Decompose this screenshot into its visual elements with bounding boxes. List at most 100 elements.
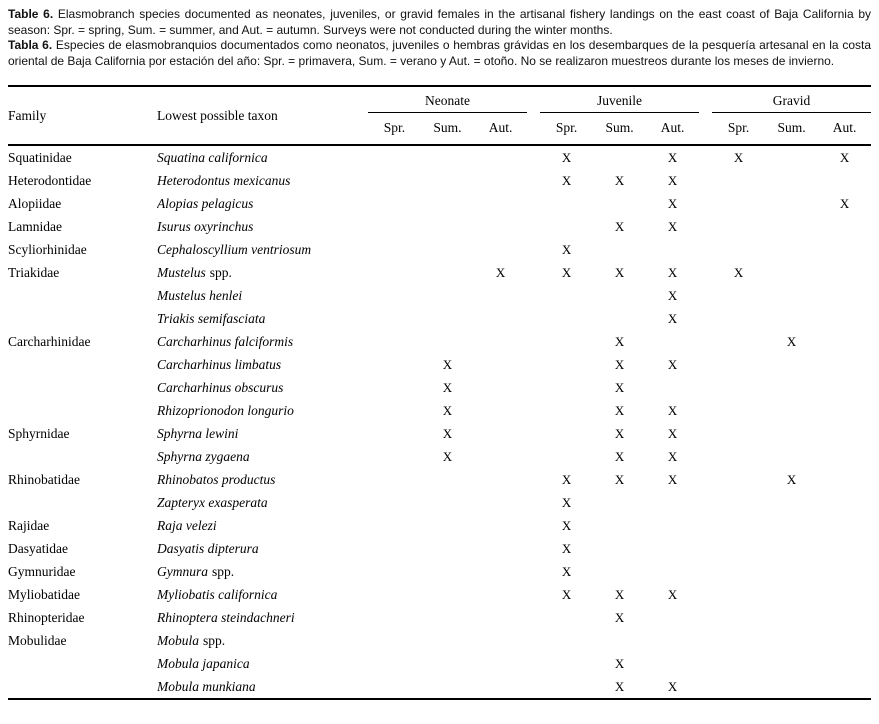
taxon-cell: Sphyrna lewini [157,422,368,445]
mark-cell-gravid-spring [712,537,765,560]
mark-cell-neonate-autumn [474,376,527,399]
taxon-cell: Carcharhinus obscurus [157,376,368,399]
mark-cell-juvenile-autumn: X [667,149,678,165]
group-gap [527,215,540,238]
group-gap [699,215,712,238]
taxon-cell: Carcharhinus limbatus [157,353,368,376]
mark-cell-neonate-summer [421,284,474,307]
table-row: Gymnuridae Gymnura spp. X [8,560,871,583]
group-gap [699,307,712,330]
mark-cell-neonate-summer [421,261,474,284]
mark-cell-neonate-spring [368,215,421,238]
family-cell: Lamnidae [8,218,62,234]
mark-cell-gravid-summer: X [786,471,797,487]
caption-spanish-label: Tabla 6. [8,38,53,52]
mark-cell-neonate-autumn [474,399,527,422]
mark-cell-juvenile-autumn: X [667,172,678,188]
group-gap [699,606,712,629]
group-gap [527,86,540,145]
table-header: Family Lowest possible taxon Neonate Juv… [8,86,872,145]
mark-cell-juvenile-autumn: X [667,218,678,234]
mark-cell-gravid-summer [765,376,818,399]
mark-cell-neonate-spring [368,514,421,537]
mark-cell-gravid-summer [765,629,818,652]
family-cell: Sphyrnidae [8,425,70,441]
taxon-suffix: spp. [212,563,235,579]
mark-cell-gravid-summer: X [786,333,797,349]
group-gap [699,261,712,284]
mark-cell-juvenile-summer: X [614,448,625,464]
table-row: Mobulidae Mobula spp. [8,629,871,652]
taxon-cell: Gymnura spp. [157,560,368,583]
mark-cell-neonate-spring [368,583,421,606]
mark-cell-neonate-summer [421,514,474,537]
family-cell [8,376,157,399]
season-header-row: Spr. Sum. Aut. Spr. Sum. Aut. Spr. Sum. … [8,115,871,145]
mark-cell-juvenile-summer [593,192,646,215]
group-header-row: Family Lowest possible taxon Neonate Juv… [8,86,872,123]
mark-cell-juvenile-autumn [646,652,699,675]
mark-cell-gravid-spring [712,606,765,629]
mark-cell-juvenile-summer: X [614,172,625,188]
table-row: Triakis semifasciata X [8,307,871,330]
mark-cell-juvenile-spring [540,399,593,422]
taxon-cell: Zapteryx exasperata [157,491,368,514]
mark-cell-juvenile-spring: X [561,540,572,556]
group-header-neonate: Neonate [368,86,528,115]
mark-cell-neonate-autumn [474,652,527,675]
mark-cell-neonate-autumn [474,560,527,583]
group-gap [527,238,540,261]
family-cell: Myliobatidae [8,586,80,602]
group-gap [527,675,540,699]
mark-cell-gravid-summer [765,422,818,445]
mark-cell-juvenile-spring: X [561,172,572,188]
mark-cell-gravid-summer [765,307,818,330]
mark-cell-neonate-autumn [474,330,527,353]
mark-cell-juvenile-summer [593,629,646,652]
taxon-name: Zapteryx exasperata [157,494,268,510]
mark-cell-gravid-summer [765,238,818,261]
mark-cell-gravid-autumn [818,307,871,330]
mark-cell-gravid-autumn [818,560,871,583]
taxon-cell: Carcharhinus falciformis [157,330,368,353]
mark-cell-juvenile-autumn [646,537,699,560]
mark-cell-neonate-autumn [474,169,527,192]
mark-cell-neonate-spring [368,169,421,192]
family-cell: Carcharhinidae [8,333,91,349]
taxon-name: Gymnura [157,563,208,579]
mark-cell-neonate-spring [368,675,421,699]
mark-cell-gravid-autumn [818,422,871,445]
group-gap [699,284,712,307]
table-row: Squatinidae Squatina californica X X X X [8,145,871,169]
mark-cell-juvenile-spring [540,652,593,675]
mark-cell-neonate-autumn [474,606,527,629]
mark-cell-gravid-autumn [818,583,871,606]
mark-cell-gravid-autumn [818,514,871,537]
mark-cell-gravid-autumn [818,445,871,468]
family-cell: Dasyatidae [8,540,68,556]
mark-cell-gravid-summer [765,399,818,422]
group-gap [699,629,712,652]
mark-cell-juvenile-summer: X [614,402,625,418]
mark-cell-neonate-summer: X [442,402,453,418]
group-gap [527,399,540,422]
mark-cell-neonate-spring [368,284,421,307]
taxon-name: Carcharhinus limbatus [157,356,282,372]
mark-cell-juvenile-summer: X [614,586,625,602]
mark-cell-neonate-spring [368,606,421,629]
group-gap [699,445,712,468]
table-row: Scyliorhinidae Cephaloscyllium ventriosu… [8,238,871,261]
group-gap [527,468,540,491]
mark-cell-juvenile-spring [540,629,593,652]
mark-cell-gravid-spring [712,376,765,399]
mark-cell-juvenile-spring [540,353,593,376]
mark-cell-gravid-summer [765,353,818,376]
mark-cell-juvenile-spring [540,215,593,238]
mark-cell-juvenile-spring: X [561,264,572,280]
mark-cell-gravid-autumn [818,330,871,353]
taxon-name: Rhinoptera steindachneri [157,609,295,625]
mark-cell-juvenile-autumn: X [667,471,678,487]
mark-cell-gravid-spring: X [733,264,744,280]
group-gap [527,491,540,514]
mark-cell-neonate-summer [421,192,474,215]
